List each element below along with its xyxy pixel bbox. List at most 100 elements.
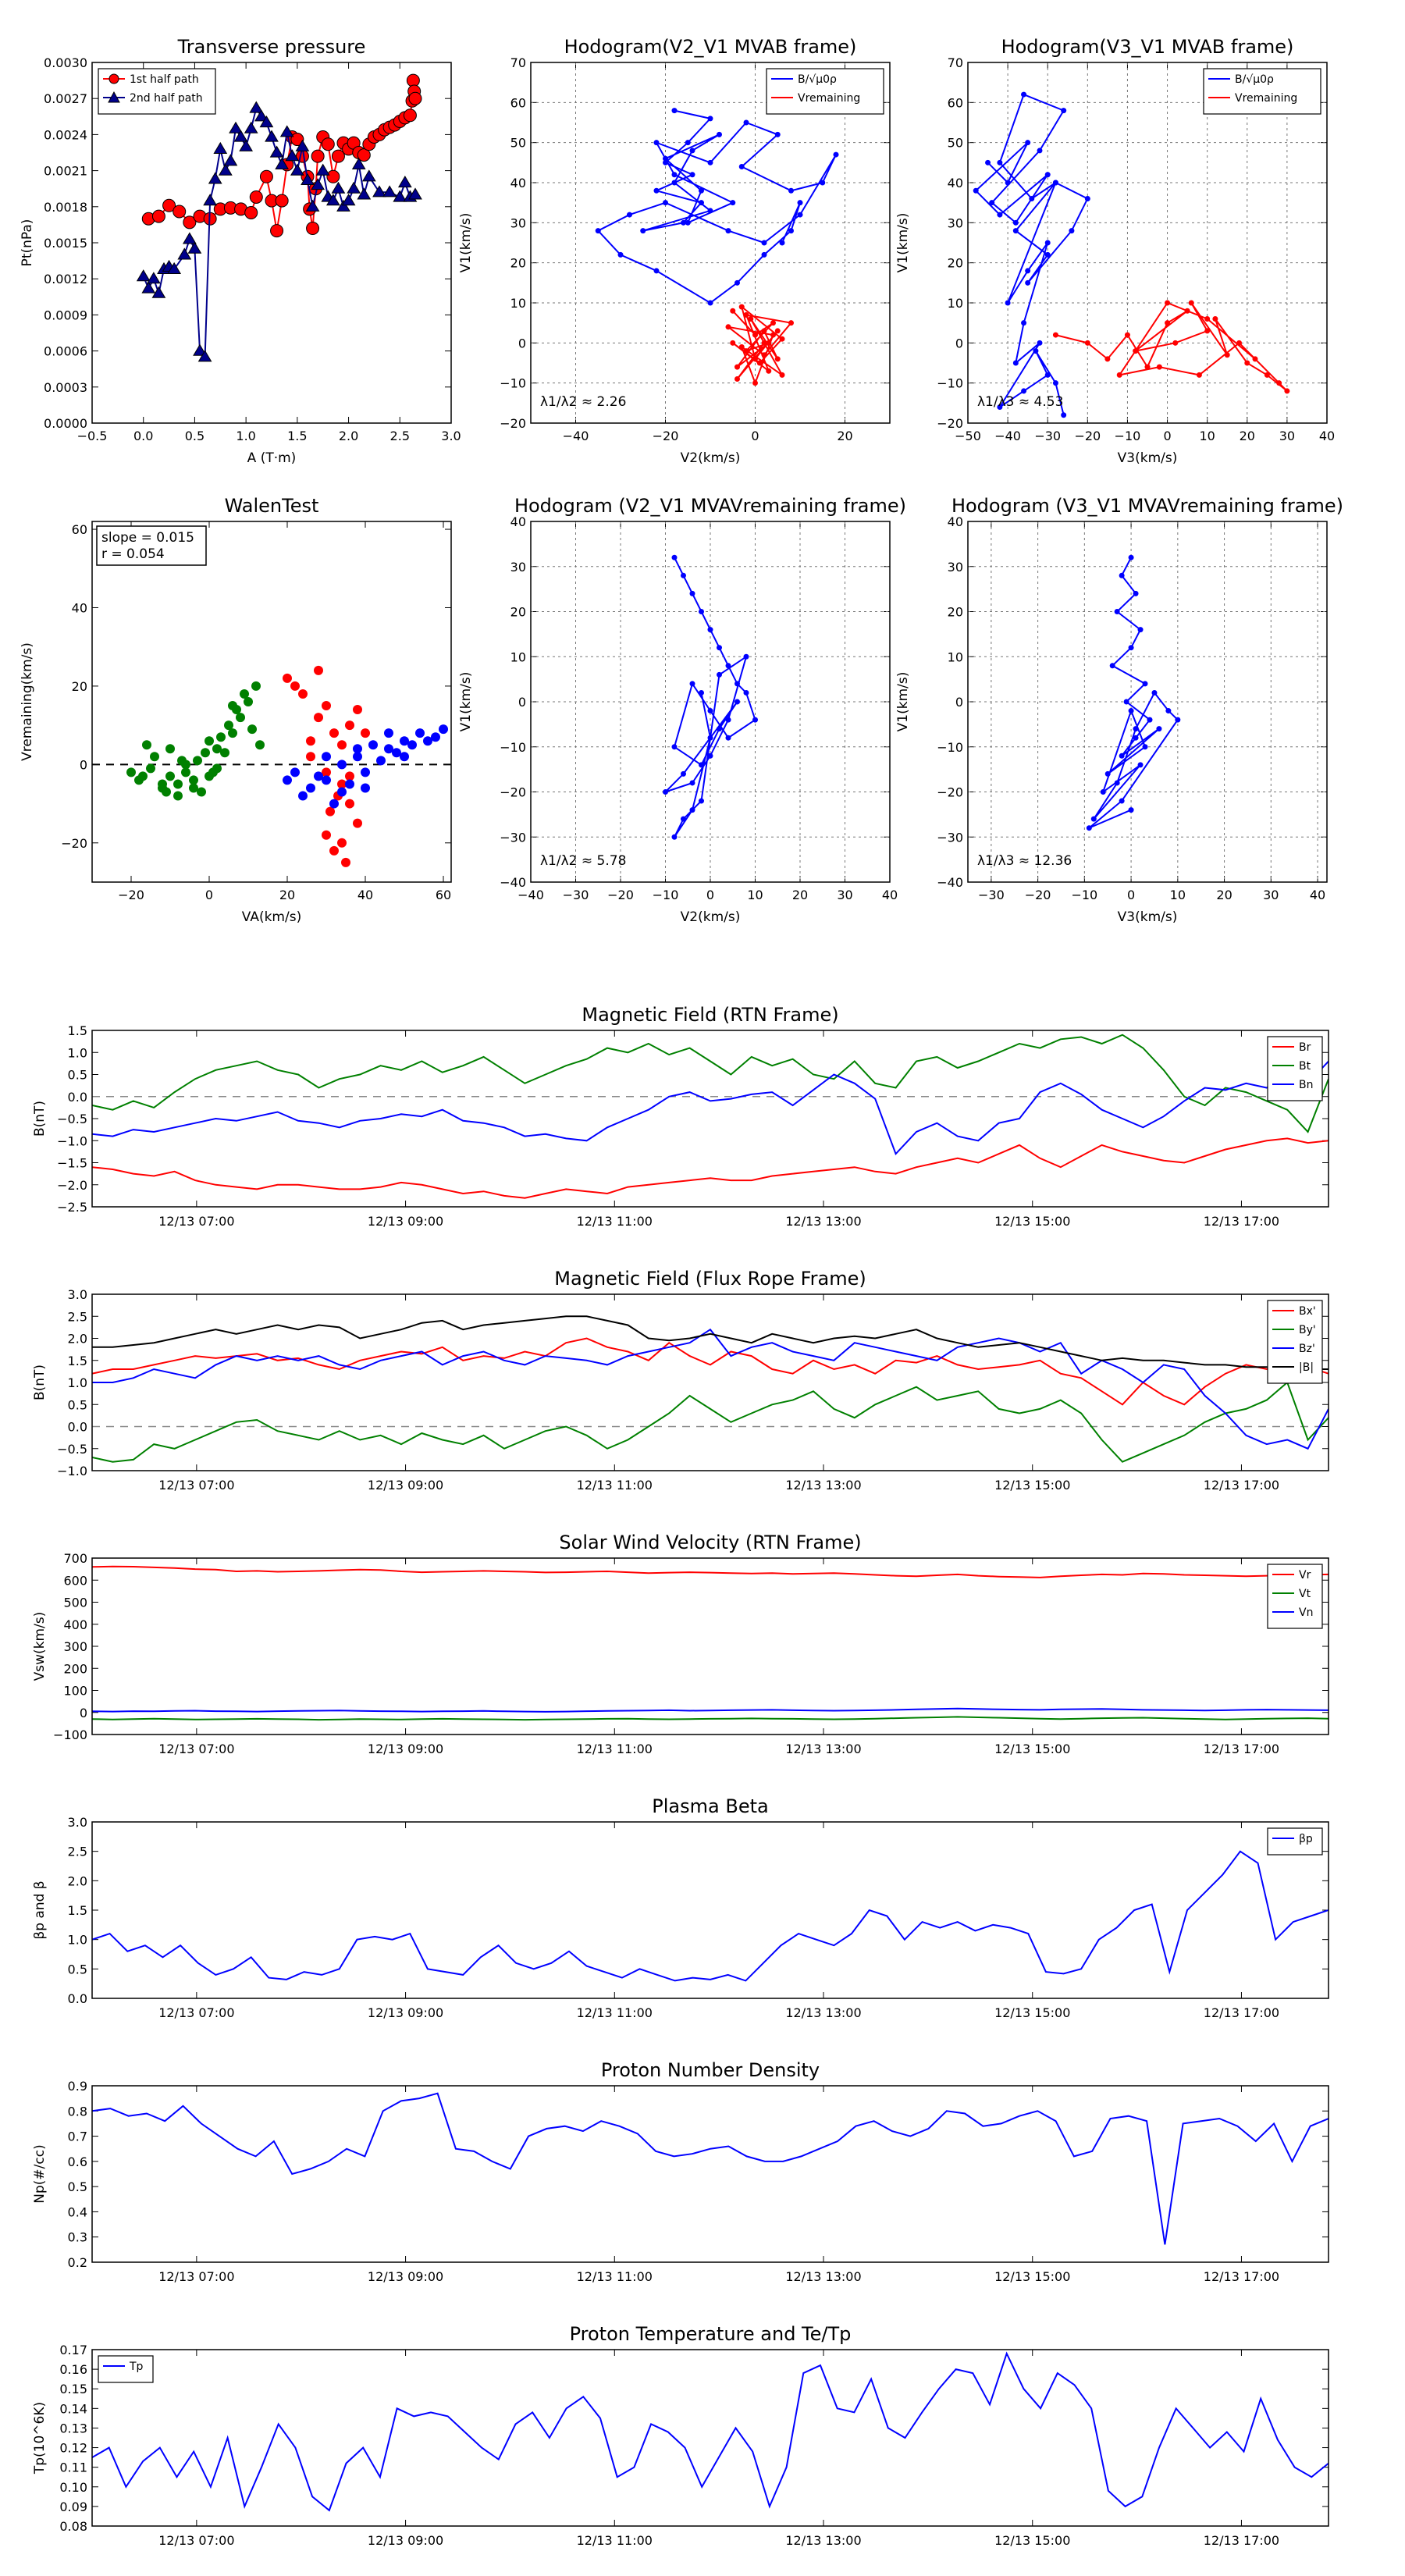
data-point xyxy=(1236,340,1243,346)
x-tick-label: 12/13 09:00 xyxy=(368,2533,443,2548)
data-point xyxy=(187,241,202,254)
y-tick-label: 0.15 xyxy=(59,2382,87,2396)
x-tick-label: −0.5 xyxy=(77,429,108,443)
data-point xyxy=(306,752,315,762)
data-point xyxy=(707,708,713,714)
y-tick-label: 0.0012 xyxy=(44,272,87,286)
data-point xyxy=(671,554,678,560)
data-point xyxy=(173,779,183,789)
data-point xyxy=(259,169,273,183)
series-line-Bt xyxy=(92,1034,1329,1133)
x-tick-label: 12/13 09:00 xyxy=(368,2269,443,2284)
x-axis-label: A (T·m) xyxy=(247,450,297,466)
data-point xyxy=(1086,825,1092,831)
plot-area xyxy=(595,108,839,386)
data-point xyxy=(735,681,740,687)
data-point xyxy=(1012,360,1019,366)
data-point xyxy=(1133,735,1139,741)
data-point xyxy=(730,200,736,206)
y-tick-label: −1.0 xyxy=(57,1464,87,1478)
y-tick-label: 3.0 xyxy=(68,1815,87,1830)
data-point xyxy=(255,740,265,750)
data-point xyxy=(1052,332,1058,338)
data-point xyxy=(265,130,279,142)
data-point xyxy=(208,172,222,184)
data-point xyxy=(725,324,731,330)
data-point xyxy=(743,119,749,126)
data-point xyxy=(298,791,308,801)
legend-label: Bx' xyxy=(1299,1305,1316,1318)
y-tick-label: 0.0003 xyxy=(44,380,87,395)
data-point xyxy=(290,681,300,691)
y-tick-label: −40 xyxy=(937,875,963,890)
annotation-text: λ1/λ2 ≈ 5.78 xyxy=(540,853,626,869)
plot-frame xyxy=(967,521,1328,883)
y-tick-label: 10 xyxy=(948,296,963,311)
y-tick-label: 0.17 xyxy=(59,2343,87,2357)
data-point xyxy=(247,724,257,735)
data-point xyxy=(314,665,323,675)
series-line-|B| xyxy=(92,1315,1329,1370)
data-point xyxy=(270,224,284,238)
data-point xyxy=(1188,300,1194,306)
y-tick-label: −0.5 xyxy=(57,1442,87,1457)
data-point xyxy=(1090,816,1097,822)
data-point xyxy=(393,190,407,202)
data-point xyxy=(1044,251,1051,258)
data-point xyxy=(136,269,151,282)
annotation-text: λ1/λ3 ≈ 12.36 xyxy=(977,853,1072,869)
legend-label: 2nd half path xyxy=(130,92,203,105)
data-point xyxy=(1084,340,1090,346)
x-tick-label: −10 xyxy=(1115,429,1141,443)
data-point xyxy=(1128,708,1134,714)
plot-area xyxy=(126,665,448,867)
data-point xyxy=(595,228,601,234)
data-point xyxy=(337,740,347,750)
data-point xyxy=(336,199,350,212)
chart-panel-6: Hodogram (V3_V1 MVAVremaining frame) −40 −… xyxy=(895,495,1343,925)
data-point xyxy=(315,163,330,176)
chart-panel-9: Solar Wind Velocity (RTN Frame) −100 0 100 2… xyxy=(32,1532,1329,1756)
y-tick-label: 0.0006 xyxy=(44,344,87,359)
data-point xyxy=(439,724,448,735)
data-point xyxy=(1133,348,1139,354)
data-point xyxy=(1133,726,1139,732)
data-point xyxy=(239,139,254,151)
y-tick-label: 40 xyxy=(948,514,963,529)
x-tick-label: 0 xyxy=(205,888,213,902)
data-point xyxy=(707,627,713,633)
data-point xyxy=(151,286,166,298)
data-point xyxy=(331,181,346,194)
plot-area xyxy=(92,1034,1329,1199)
legend-marker xyxy=(108,91,120,103)
series-line-series-1 xyxy=(1088,557,1179,829)
data-point xyxy=(761,352,767,358)
data-point xyxy=(770,332,776,338)
data-point xyxy=(322,767,331,777)
data-point xyxy=(337,787,347,797)
plot-area xyxy=(973,91,1290,418)
data-point xyxy=(797,212,803,218)
data-point xyxy=(738,163,745,169)
chart-title: Proton Temperature and Te/Tp xyxy=(570,2323,852,2345)
x-tick-label: 12/13 15:00 xyxy=(994,1742,1070,1756)
x-tick-label: −20 xyxy=(607,888,634,902)
data-point xyxy=(735,699,740,705)
data-point xyxy=(663,159,668,165)
data-point xyxy=(233,130,248,142)
data-point xyxy=(189,783,198,793)
x-tick-label: 10 xyxy=(1199,429,1215,443)
data-point xyxy=(283,673,292,683)
y-tick-label: 3.0 xyxy=(68,1287,87,1302)
y-tick-label: 400 xyxy=(63,1617,87,1632)
data-point xyxy=(337,760,347,770)
data-point xyxy=(392,748,401,758)
plot-area xyxy=(92,1315,1329,1463)
y-tick-label: 0.2 xyxy=(68,2255,87,2270)
data-point xyxy=(985,159,991,165)
x-tick-label: −10 xyxy=(653,888,679,902)
data-point xyxy=(689,172,695,178)
data-point xyxy=(725,228,731,234)
data-point xyxy=(743,689,749,696)
data-point xyxy=(372,185,386,197)
